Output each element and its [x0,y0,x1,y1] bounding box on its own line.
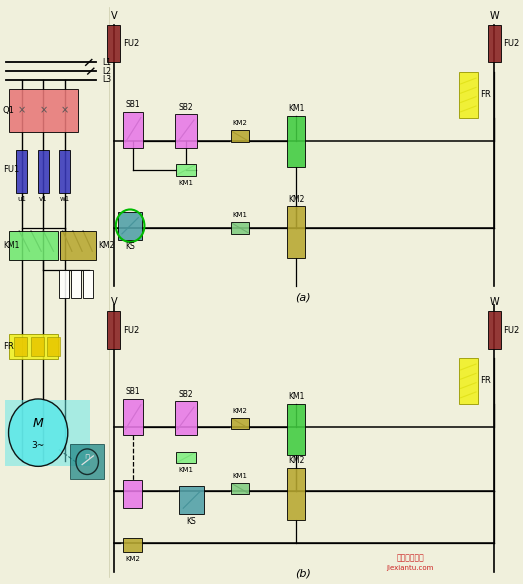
Text: KM1: KM1 [288,105,304,113]
Text: (b): (b) [295,569,311,579]
Text: jiexiantu.com: jiexiantu.com [386,565,434,571]
Text: Q1: Q1 [3,106,15,115]
Text: W: W [490,297,499,307]
Text: KM1: KM1 [233,472,248,479]
Bar [9,335,58,359]
Bar [118,212,142,239]
Text: M: M [33,418,43,430]
Text: FU2: FU2 [504,325,520,335]
Bar [175,114,197,148]
Text: KM2: KM2 [125,557,140,562]
Text: SB1: SB1 [126,387,141,397]
Bar [38,150,49,193]
Text: KM2: KM2 [233,120,248,127]
Text: KM1: KM1 [178,180,194,186]
Text: KS: KS [187,516,196,526]
Text: KM2: KM2 [288,194,304,203]
Bar [5,399,90,467]
Bar [9,231,58,260]
Text: u1: u1 [17,196,26,202]
Bar [123,399,143,435]
Text: FR: FR [3,342,14,351]
Bar [60,231,96,260]
Bar [14,338,27,356]
Text: KM1: KM1 [178,467,194,474]
Bar [175,401,197,435]
Bar [59,150,71,193]
Circle shape [8,399,68,467]
Bar [31,338,44,356]
Bar [288,116,305,167]
Bar [71,444,104,479]
Text: V: V [110,297,117,307]
Bar [288,206,305,258]
Text: L1: L1 [103,58,111,67]
Bar [71,270,81,298]
Bar [107,311,120,349]
Text: SB2: SB2 [178,390,193,399]
Text: 电工技术之家: 电工技术之家 [396,554,424,563]
Bar [83,270,93,298]
Text: L2: L2 [103,67,111,76]
Text: KM1: KM1 [3,241,19,250]
Bar [288,404,305,455]
Text: ×: × [18,105,26,116]
Text: ⊓: ⊓ [84,454,90,460]
Text: 3~: 3~ [31,441,45,450]
Bar [123,480,142,508]
Text: w1: w1 [60,196,70,202]
Bar [179,486,203,514]
Bar [231,130,249,142]
Bar [231,223,249,234]
Text: FU1: FU1 [3,165,19,175]
Bar [107,25,120,62]
Text: ×: × [61,105,69,116]
Text: FU2: FU2 [123,325,139,335]
Text: FR: FR [481,91,491,99]
Bar [488,25,501,62]
Text: KM1: KM1 [288,392,304,401]
Bar [231,482,249,494]
Text: V: V [110,11,117,21]
Bar [459,72,478,117]
Text: L3: L3 [103,75,112,84]
Text: FU2: FU2 [123,39,139,48]
Bar [123,538,142,552]
Text: (a): (a) [295,293,311,303]
Text: KM1: KM1 [233,212,248,218]
Bar [176,452,196,464]
Text: v1: v1 [39,196,48,202]
Bar [59,270,69,298]
Text: FU2: FU2 [504,39,520,48]
Text: FR: FR [481,377,491,385]
Bar [488,311,501,349]
Text: W: W [490,11,499,21]
Text: KM2: KM2 [98,241,115,250]
Bar [231,418,249,429]
Text: ×: × [39,105,48,116]
Bar [48,338,60,356]
Bar [123,112,143,148]
Bar [176,164,196,176]
Text: SB2: SB2 [178,103,193,112]
Text: KM2: KM2 [288,456,304,465]
Bar [288,468,305,520]
Bar [459,358,478,404]
Text: SB1: SB1 [126,100,141,109]
Bar [9,89,78,132]
Text: KS: KS [125,242,135,251]
Bar [16,150,27,193]
Text: KM2: KM2 [233,408,248,413]
